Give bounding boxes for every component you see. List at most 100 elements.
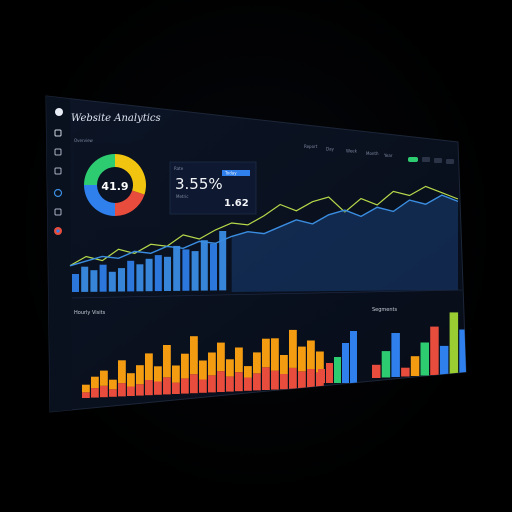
stacked-bar-segment [280, 355, 288, 374]
stacked-bar-segment [298, 346, 306, 372]
stacked-bar-segment [271, 338, 279, 371]
line-series [69, 194, 459, 267]
section-divider [71, 289, 463, 299]
stacked-bar-segment [109, 379, 117, 390]
stacked-bar-segment [244, 377, 252, 391]
stacked-bar-segment [190, 336, 198, 375]
stacked-bar-segment [118, 360, 126, 384]
segment-bar [401, 367, 410, 377]
stacked-bar-segment [208, 352, 216, 376]
stacked-bar-segment [253, 373, 261, 391]
sidebar [46, 96, 72, 412]
stacked-bar-segment [136, 384, 144, 396]
clock-icon[interactable] [54, 167, 62, 175]
chrome-icon[interactable] [54, 227, 62, 235]
extra-bar [350, 331, 357, 383]
nav-item-report[interactable]: Report [304, 144, 318, 149]
stacked-bar-chart [82, 329, 357, 398]
stacked-bar-segment [253, 352, 261, 374]
donut-slice [84, 185, 115, 216]
stacked-bar-segment [280, 374, 288, 390]
kpi-badge-value: 1.62 [224, 198, 249, 209]
stacked-bar-segment [199, 379, 207, 393]
kpi-sub-label: Metric [176, 194, 188, 199]
main-bar [182, 249, 190, 291]
sidebar-icon-list [53, 129, 63, 235]
segment-bar-chart [372, 312, 466, 378]
document-icon[interactable] [54, 148, 62, 156]
nav-item-day[interactable]: Day [326, 146, 335, 151]
stacked-bar-segment [217, 342, 225, 372]
stacked-bar-segment [226, 376, 234, 392]
toolbar-button[interactable] [434, 158, 442, 163]
toolbar-button[interactable] [446, 159, 454, 164]
main-bar [173, 245, 181, 291]
stacked-bar-segment [262, 338, 270, 368]
kpi-card: Rate 3.55% Metric Today 1.62 [169, 161, 257, 215]
main-bar [81, 266, 89, 292]
extra-bar [342, 343, 349, 383]
section-label: Overview [74, 138, 94, 143]
stacked-bar-segment [181, 353, 189, 379]
stacked-bar-segment [208, 375, 216, 393]
stacked-bar-segment [307, 369, 315, 388]
stacked-bar-segment [100, 370, 108, 386]
stacked-bar-segment [145, 353, 153, 380]
stacked-bar-segment [190, 374, 198, 394]
stacked-bar-segment [271, 370, 279, 390]
stacked-bar-segment [136, 365, 144, 385]
stacked-bar-segment [163, 377, 171, 395]
main-bar [72, 274, 79, 292]
segment-bar [410, 356, 420, 376]
kpi-badge[interactable] [222, 170, 250, 176]
stacked-bar-segment [127, 386, 135, 396]
segment-bar [391, 333, 400, 377]
nav-item-week[interactable]: Week [346, 149, 358, 154]
segment-bar [449, 312, 459, 374]
main-bar [210, 243, 217, 291]
stacked-bar-segment [262, 367, 270, 390]
stacked-bar-segment [91, 388, 99, 398]
donut-center-value: 41.9 [101, 180, 128, 193]
line-area-fill [231, 195, 458, 292]
nav-item-month[interactable]: Month [366, 151, 379, 156]
donut-hole [98, 168, 132, 202]
home-icon[interactable] [54, 129, 62, 137]
extra-bar [334, 357, 341, 383]
donut-card: 41.9 [74, 143, 160, 227]
stacked-bar-segment [172, 365, 180, 383]
stacked-bar-segment [82, 384, 90, 393]
donut-slice [115, 154, 146, 195]
main-line-chart [69, 185, 459, 292]
stacked-bar-segment [235, 372, 243, 392]
nav-item-year[interactable]: Year [383, 153, 393, 158]
stacked-bar-segment [226, 359, 234, 377]
donut-chart [84, 154, 146, 216]
kpi-value: 3.55% [175, 175, 223, 193]
globe-icon[interactable] [53, 188, 63, 198]
app-title: Website Analytics [71, 113, 161, 124]
main-bar [164, 256, 171, 291]
stacked-bar-segment [154, 381, 162, 395]
donut-slice [115, 190, 145, 216]
stacked-bar-segment [100, 385, 108, 398]
donut-slice [84, 154, 115, 185]
stacked-bar-segment [289, 329, 297, 368]
segment-bar [372, 364, 381, 378]
lower-right-panel-title: Segments [372, 307, 398, 313]
segment-bar [459, 329, 466, 374]
main-bar [145, 258, 153, 292]
status-indicator[interactable] [408, 157, 418, 162]
main-bar [200, 240, 208, 291]
stacked-bar-segment [316, 351, 324, 373]
main-bar [136, 264, 144, 292]
kpi-caption: Rate [174, 166, 184, 171]
stacked-bar-segment [109, 389, 117, 397]
toolbar-button[interactable] [422, 157, 430, 162]
lower-panel-title: Hourly Visits [74, 310, 106, 316]
main-bar [154, 255, 162, 292]
extra-bar [318, 369, 325, 383]
image-icon[interactable] [54, 208, 62, 216]
segment-bar [420, 342, 429, 376]
stacked-bar-segment [181, 378, 189, 394]
